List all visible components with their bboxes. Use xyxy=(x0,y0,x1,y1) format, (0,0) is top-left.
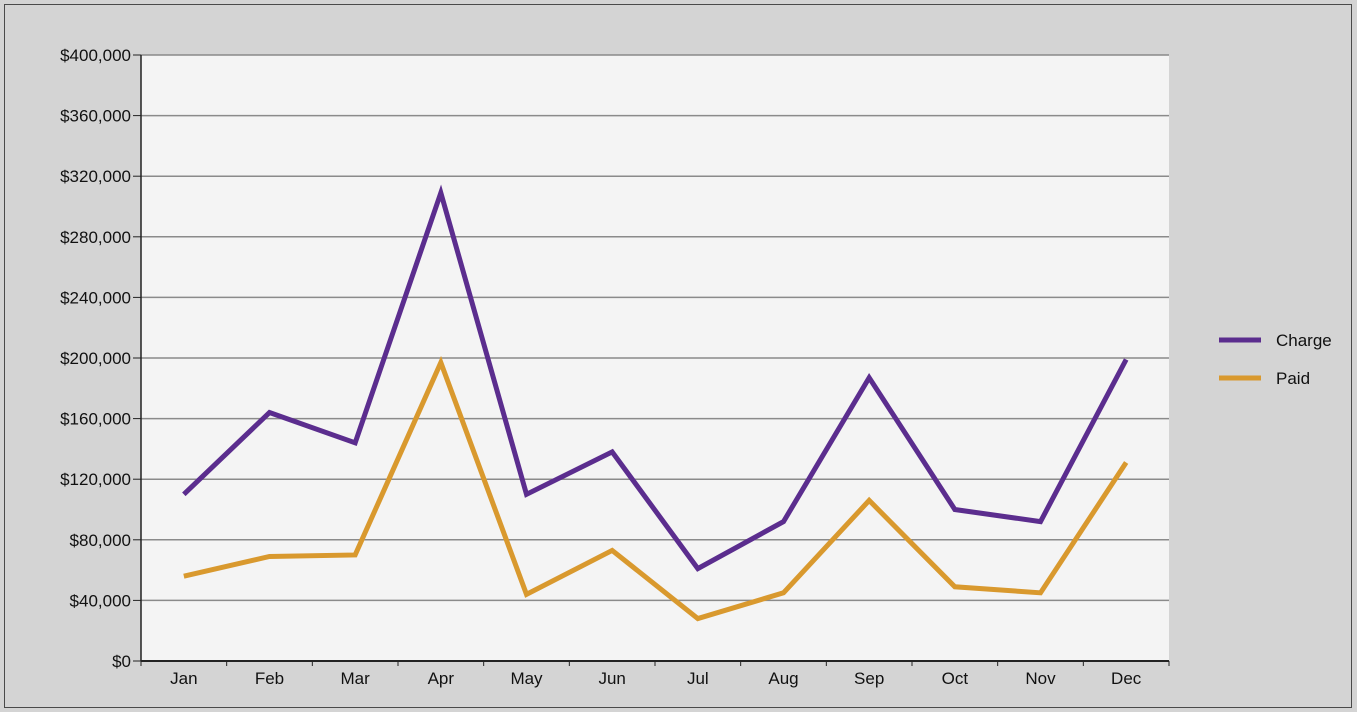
x-tick-label: Feb xyxy=(255,669,284,688)
x-tick-label: Aug xyxy=(768,669,798,688)
x-tick-label: Dec xyxy=(1111,669,1142,688)
y-tick-label: $0 xyxy=(112,652,131,671)
y-tick-label: $240,000 xyxy=(60,288,131,307)
gridlines xyxy=(141,54,1169,602)
x-tick-label: Mar xyxy=(341,669,371,688)
y-tick-label: $120,000 xyxy=(60,470,131,489)
y-tick-label: $400,000 xyxy=(60,46,131,65)
legend-label-paid: Paid xyxy=(1276,369,1310,388)
legend: Charge Paid xyxy=(1219,331,1332,388)
y-tick-label: $280,000 xyxy=(60,228,131,247)
x-tick-label: May xyxy=(510,669,543,688)
x-tick-label: Nov xyxy=(1025,669,1056,688)
x-tick-label: Sep xyxy=(854,669,884,688)
axes xyxy=(133,54,1170,666)
legend-label-charge: Charge xyxy=(1276,331,1332,350)
x-tick-label: Jun xyxy=(598,669,625,688)
x-tick-label: Jan xyxy=(170,669,197,688)
line-chart: $0 $40,000 $80,000 $120,000 $160,000 $200,000… xyxy=(60,46,1332,688)
series-line-charge xyxy=(182,184,1129,572)
x-tick-label: Apr xyxy=(428,669,455,688)
x-tick-label: Jul xyxy=(687,669,709,688)
x-tick-label: Oct xyxy=(942,669,969,688)
y-tick-label: $40,000 xyxy=(70,591,131,610)
y-tick-labels: $0 $40,000 $80,000 $120,000 $160,000 $200,000… xyxy=(60,46,131,671)
y-tick-label: $80,000 xyxy=(70,531,131,550)
y-tick-label: $200,000 xyxy=(60,349,131,368)
y-tick-label: $160,000 xyxy=(60,410,131,429)
series-line-paid xyxy=(183,355,1129,622)
x-tick-labels: Jan Feb Mar Apr May Jun Jul Aug Sep Oct Nov Dec xyxy=(170,669,1142,688)
y-tick-label: $320,000 xyxy=(60,167,131,186)
chart-frame: $0 $40,000 $80,000 $120,000 $160,000 $200,000… xyxy=(4,4,1352,708)
y-tick-label: $360,000 xyxy=(60,107,131,126)
series-lines xyxy=(182,184,1129,622)
